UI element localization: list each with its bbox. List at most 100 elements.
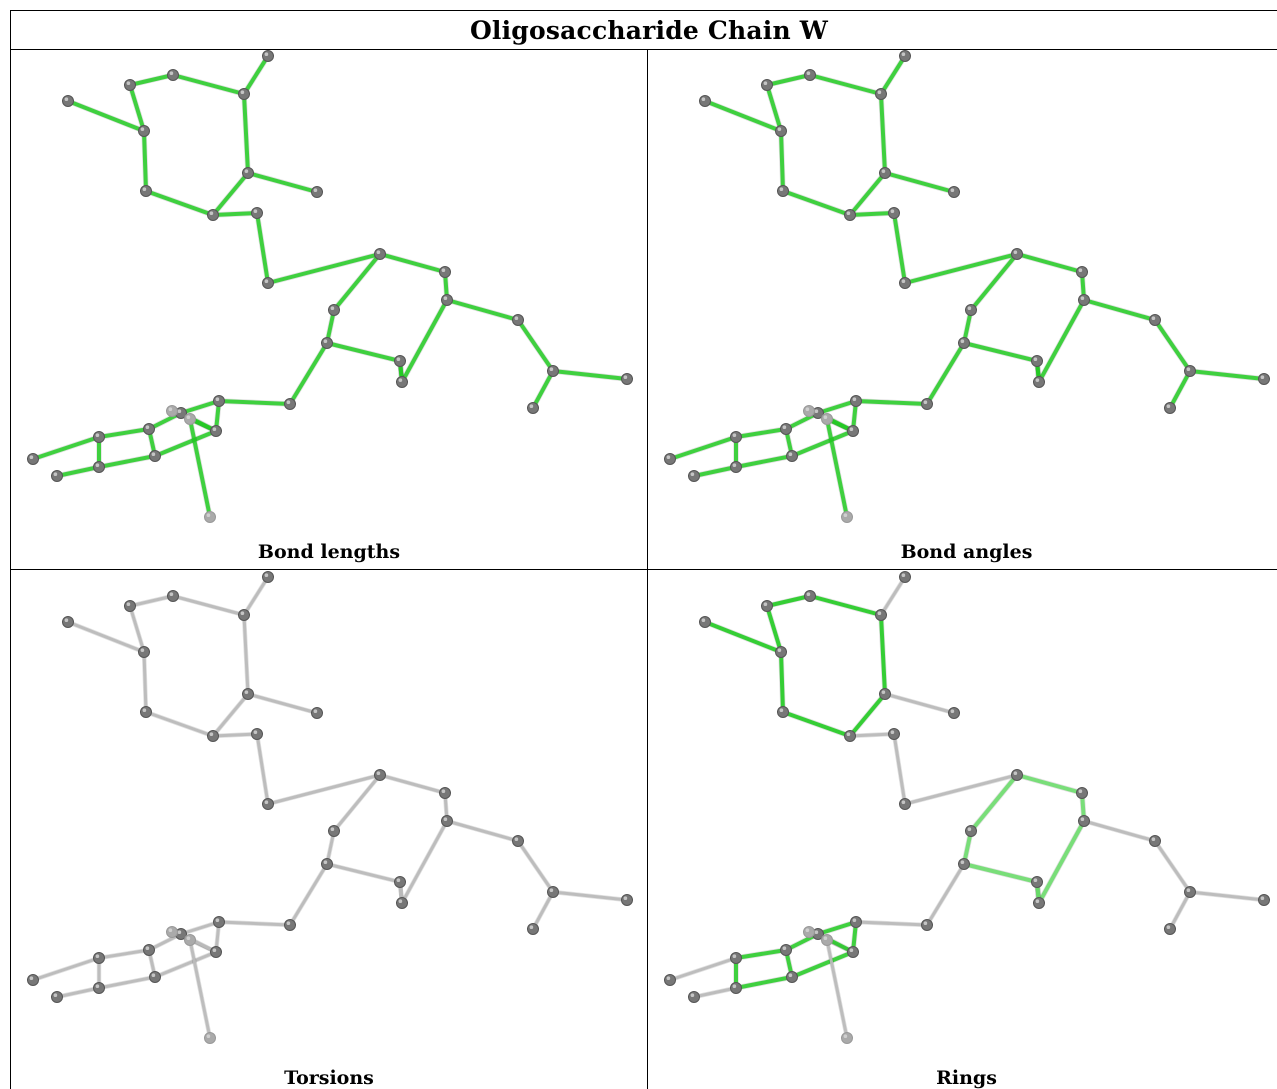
atom-highlight: [145, 946, 150, 950]
atom-highlight: [890, 730, 895, 734]
bond: [703, 99, 783, 133]
bond: [1168, 890, 1192, 931]
atom: [1031, 355, 1043, 367]
atom: [184, 934, 196, 946]
bond: [288, 862, 329, 927]
bond: [1082, 819, 1157, 843]
atom-highlight: [209, 732, 214, 736]
atom-highlight: [64, 618, 69, 622]
atom: [1164, 923, 1176, 935]
atom: [1031, 876, 1043, 888]
atom: [730, 461, 742, 473]
bond: [531, 369, 555, 410]
atom-highlight: [1080, 296, 1085, 300]
atom: [1011, 769, 1023, 781]
atom: [213, 916, 225, 928]
atom-highlight: [967, 306, 972, 311]
atom-highlight: [244, 690, 249, 694]
bond: [31, 956, 101, 982]
bond: [128, 594, 175, 608]
atom-highlight: [95, 463, 100, 468]
atom-highlight: [140, 648, 145, 652]
atom: [1011, 248, 1023, 260]
atom: [1033, 376, 1045, 388]
atom: [777, 706, 789, 718]
atom-highlight: [53, 472, 58, 477]
atom: [328, 825, 340, 837]
bond: [55, 986, 101, 999]
atom-highlight: [1033, 878, 1038, 882]
atom-highlight: [1078, 789, 1083, 793]
bond: [171, 594, 246, 617]
bond: [378, 773, 447, 795]
atom-highlight: [814, 409, 819, 414]
bond: [66, 620, 146, 654]
atom-highlight: [1078, 268, 1083, 272]
atom: [761, 600, 773, 612]
molecule-bond-lengths: [27, 50, 633, 523]
bond: [848, 171, 887, 217]
atom: [93, 461, 105, 473]
atom-highlight: [206, 513, 211, 517]
bond: [551, 369, 629, 381]
atom-highlight: [846, 211, 851, 215]
atom: [664, 974, 676, 986]
atom: [527, 402, 539, 414]
atom: [850, 916, 862, 928]
bond: [97, 948, 151, 960]
atom-highlight: [186, 415, 191, 420]
atom-highlight: [1166, 925, 1171, 929]
bond: [242, 575, 270, 617]
caption-bond-lengths: Bond lengths: [257, 541, 401, 563]
atom: [875, 88, 887, 100]
atom: [899, 798, 911, 810]
bond: [692, 465, 738, 478]
atom: [1076, 266, 1088, 278]
atom-highlight: [849, 948, 854, 952]
bond: [332, 252, 382, 312]
atom: [1149, 835, 1161, 847]
atom-highlight: [209, 211, 214, 215]
atom-highlight: [145, 425, 150, 430]
atom-highlight: [960, 860, 965, 864]
atom-highlight: [95, 984, 100, 988]
bond: [879, 92, 887, 175]
atom: [439, 266, 451, 278]
bond: [781, 710, 852, 738]
bond: [903, 252, 1019, 285]
atom-highlight: [53, 993, 58, 997]
atom-highlight: [177, 930, 182, 934]
bond: [848, 692, 887, 738]
atom-highlight: [782, 946, 787, 950]
atom: [664, 453, 676, 465]
bond: [790, 429, 855, 458]
bond: [903, 773, 1019, 806]
atom: [328, 304, 340, 316]
atom-highlight: [323, 339, 328, 344]
bond: [188, 417, 212, 519]
atom-highlight: [264, 573, 269, 577]
bond: [1188, 369, 1266, 381]
atom: [262, 50, 274, 62]
bond: [1153, 318, 1192, 373]
atom-highlight: [823, 415, 828, 420]
bond: [400, 819, 449, 905]
atom-highlight: [852, 397, 857, 402]
atom: [124, 79, 136, 91]
bond: [31, 435, 101, 461]
atom-highlight: [396, 878, 401, 882]
atom: [512, 314, 524, 326]
bond: [781, 189, 852, 217]
atom-highlight: [1033, 357, 1038, 362]
bond: [97, 975, 157, 990]
atom-highlight: [142, 187, 147, 191]
bond: [97, 427, 151, 439]
bond: [445, 298, 520, 322]
atom: [394, 876, 406, 888]
bond: [734, 948, 788, 960]
bond: [188, 938, 212, 1040]
atom-highlight: [323, 860, 328, 864]
atom: [374, 248, 386, 260]
atom: [547, 886, 559, 898]
atom: [775, 125, 787, 137]
